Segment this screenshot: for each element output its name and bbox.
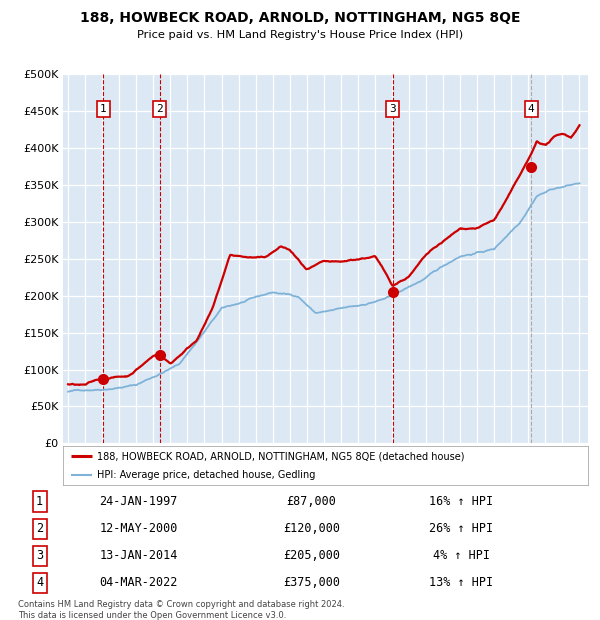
Text: 4: 4 [36, 577, 43, 590]
Text: 1: 1 [100, 104, 107, 114]
Text: 4: 4 [528, 104, 535, 114]
Text: £87,000: £87,000 [287, 495, 337, 508]
Text: 16% ↑ HPI: 16% ↑ HPI [429, 495, 493, 508]
Text: Price paid vs. HM Land Registry's House Price Index (HPI): Price paid vs. HM Land Registry's House … [137, 30, 463, 40]
Text: 12-MAY-2000: 12-MAY-2000 [100, 522, 178, 535]
Text: 13-JAN-2014: 13-JAN-2014 [100, 549, 178, 562]
Text: 4% ↑ HPI: 4% ↑ HPI [433, 549, 490, 562]
Text: 188, HOWBECK ROAD, ARNOLD, NOTTINGHAM, NG5 8QE (detached house): 188, HOWBECK ROAD, ARNOLD, NOTTINGHAM, N… [97, 451, 464, 461]
Text: £120,000: £120,000 [283, 522, 340, 535]
Text: 26% ↑ HPI: 26% ↑ HPI [429, 522, 493, 535]
Text: 2: 2 [36, 522, 43, 535]
Text: 3: 3 [36, 549, 43, 562]
Text: £375,000: £375,000 [283, 577, 340, 590]
Text: 24-JAN-1997: 24-JAN-1997 [100, 495, 178, 508]
Text: 3: 3 [389, 104, 396, 114]
Text: 1: 1 [36, 495, 43, 508]
Text: 04-MAR-2022: 04-MAR-2022 [100, 577, 178, 590]
Text: £205,000: £205,000 [283, 549, 340, 562]
Text: 2: 2 [156, 104, 163, 114]
Text: HPI: Average price, detached house, Gedling: HPI: Average price, detached house, Gedl… [97, 470, 316, 480]
Text: 188, HOWBECK ROAD, ARNOLD, NOTTINGHAM, NG5 8QE: 188, HOWBECK ROAD, ARNOLD, NOTTINGHAM, N… [80, 11, 520, 25]
Text: 13% ↑ HPI: 13% ↑ HPI [429, 577, 493, 590]
Text: Contains HM Land Registry data © Crown copyright and database right 2024.
This d: Contains HM Land Registry data © Crown c… [18, 600, 344, 619]
